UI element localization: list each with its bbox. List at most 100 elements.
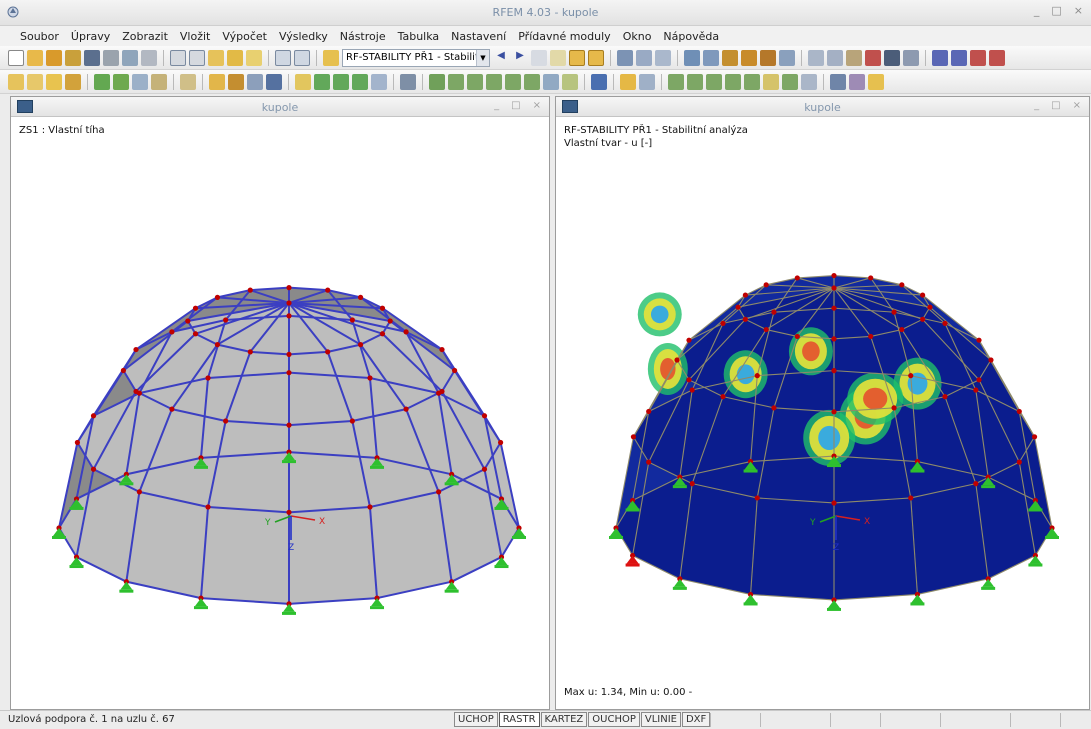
check-icon[interactable] — [429, 73, 445, 90]
section-icon[interactable] — [846, 49, 862, 66]
load-wizard-icon[interactable] — [247, 73, 263, 90]
report-icon[interactable] — [830, 73, 846, 90]
generate-icon[interactable] — [266, 73, 282, 90]
results-on-icon[interactable] — [569, 49, 585, 66]
mode-vlinie[interactable]: VLINIE — [640, 712, 681, 727]
paint-icon[interactable] — [849, 73, 865, 90]
member-type-icon[interactable] — [620, 73, 636, 90]
view-xz-icon[interactable] — [722, 49, 738, 66]
zoom-window-icon[interactable] — [903, 49, 919, 66]
connection-icon[interactable] — [782, 73, 798, 90]
minimize-button[interactable]: _ — [1033, 4, 1040, 17]
hinge-icon[interactable] — [132, 73, 148, 90]
load-icon[interactable] — [209, 73, 225, 90]
color-scale-icon[interactable] — [932, 49, 948, 66]
line-icon[interactable] — [27, 73, 43, 90]
spline-icon[interactable] — [763, 73, 779, 90]
open-file-icon[interactable] — [27, 49, 43, 66]
arc-icon[interactable] — [744, 73, 760, 90]
fz-icon[interactable] — [505, 73, 521, 90]
filter-icon[interactable] — [989, 49, 1005, 66]
support-icon[interactable] — [94, 73, 110, 90]
module-combo[interactable]: RF-STABILITY PŘ1 - Stabilitní a ▼ — [342, 48, 490, 67]
menu-tools[interactable]: Nástroje — [339, 29, 386, 43]
dimension-icon[interactable] — [151, 73, 167, 90]
next-icon[interactable]: ▶ — [516, 49, 524, 61]
fy-icon[interactable] — [486, 73, 502, 90]
model-data-icon[interactable] — [227, 49, 243, 66]
ellipse-icon[interactable] — [687, 73, 703, 90]
maximize-button[interactable]: □ — [511, 100, 521, 111]
menu-edit[interactable]: Úpravy — [70, 29, 111, 43]
menu-settings[interactable]: Nastavení — [451, 29, 507, 43]
undo-icon[interactable] — [170, 49, 186, 66]
stats-icon[interactable] — [562, 73, 578, 90]
render-mode-icon[interactable] — [591, 73, 607, 90]
menu-file[interactable]: Soubor — [20, 29, 59, 43]
menu-insert[interactable]: Vložit — [179, 29, 211, 43]
left-3d-viewport[interactable]: ZS1 : Vlastní tíha X Y Z — [11, 118, 549, 709]
redo-icon[interactable] — [189, 49, 205, 66]
navigator-icon[interactable] — [294, 49, 310, 66]
load-case-icon[interactable] — [228, 73, 244, 90]
close-button[interactable]: × — [532, 100, 541, 111]
maximize-button[interactable]: □ — [1051, 100, 1061, 111]
select-icon[interactable] — [400, 73, 416, 90]
print-icon[interactable] — [103, 49, 119, 66]
menu-table[interactable]: Tabulka — [397, 29, 440, 43]
minimize-button[interactable]: _ — [1034, 100, 1040, 111]
menu-calculate[interactable]: Výpočet — [222, 29, 267, 43]
line-support-icon[interactable] — [113, 73, 129, 90]
mirror-icon[interactable] — [352, 73, 368, 90]
render-icon[interactable] — [884, 49, 900, 66]
measure-icon[interactable] — [448, 73, 464, 90]
menu-view[interactable]: Zobrazit — [122, 29, 168, 43]
table-icon[interactable] — [275, 49, 291, 66]
pan-icon[interactable] — [827, 49, 843, 66]
copy-icon[interactable] — [295, 73, 311, 90]
solid-icon[interactable] — [668, 73, 684, 90]
open-icon[interactable] — [543, 73, 559, 90]
maximize-button[interactable]: □ — [1051, 4, 1062, 17]
color-icon[interactable] — [868, 73, 884, 90]
mode-uchop[interactable]: UCHOP — [454, 712, 498, 727]
max-min-icon[interactable] — [550, 49, 566, 66]
deformation-icon[interactable] — [531, 49, 547, 66]
menu-window[interactable]: Okno — [622, 29, 652, 43]
view-grid-icon[interactable] — [703, 49, 719, 66]
table-model-icon[interactable] — [801, 73, 817, 90]
close-button[interactable]: × — [1072, 100, 1081, 111]
delete-icon[interactable] — [865, 49, 881, 66]
circle-icon[interactable] — [706, 73, 722, 90]
result-diagram-icon[interactable] — [655, 49, 671, 66]
move-icon[interactable] — [314, 73, 330, 90]
values-on-icon[interactable] — [588, 49, 604, 66]
animation-icon[interactable] — [617, 49, 633, 66]
rotate-object-icon[interactable] — [333, 73, 349, 90]
mode-dxf[interactable]: DXF — [681, 712, 711, 727]
scale-icon[interactable] — [371, 73, 387, 90]
module-icon[interactable] — [323, 49, 339, 66]
open-template-icon[interactable] — [46, 49, 62, 66]
mode-rastr[interactable]: RASTR — [498, 712, 540, 727]
surface-icon[interactable] — [65, 73, 81, 90]
menu-help[interactable]: Nápověda — [663, 29, 720, 43]
menu-addon-modules[interactable]: Přídavné moduly — [518, 29, 611, 43]
cross-section-icon[interactable] — [639, 73, 655, 90]
node-icon[interactable] — [8, 73, 24, 90]
member-icon[interactable] — [46, 73, 62, 90]
result-table-icon[interactable] — [636, 49, 652, 66]
save-icon[interactable] — [84, 49, 100, 66]
fx-icon[interactable] — [467, 73, 483, 90]
menu-results[interactable]: Výsledky — [278, 29, 328, 43]
print-preview-icon[interactable] — [141, 49, 157, 66]
display-icon[interactable] — [970, 49, 986, 66]
print-graphic-icon[interactable] — [122, 49, 138, 66]
right-3d-viewport[interactable]: RF-STABILITY PŘ1 - Stabilitní analýza Vl… — [556, 118, 1089, 709]
grid-icon[interactable] — [180, 73, 196, 90]
block-icon[interactable] — [65, 49, 81, 66]
mode-ouchop[interactable]: OUCHOP — [588, 712, 640, 727]
general-data-icon[interactable] — [246, 49, 262, 66]
close-button[interactable]: × — [1073, 4, 1083, 17]
rotate-icon[interactable] — [808, 49, 824, 66]
